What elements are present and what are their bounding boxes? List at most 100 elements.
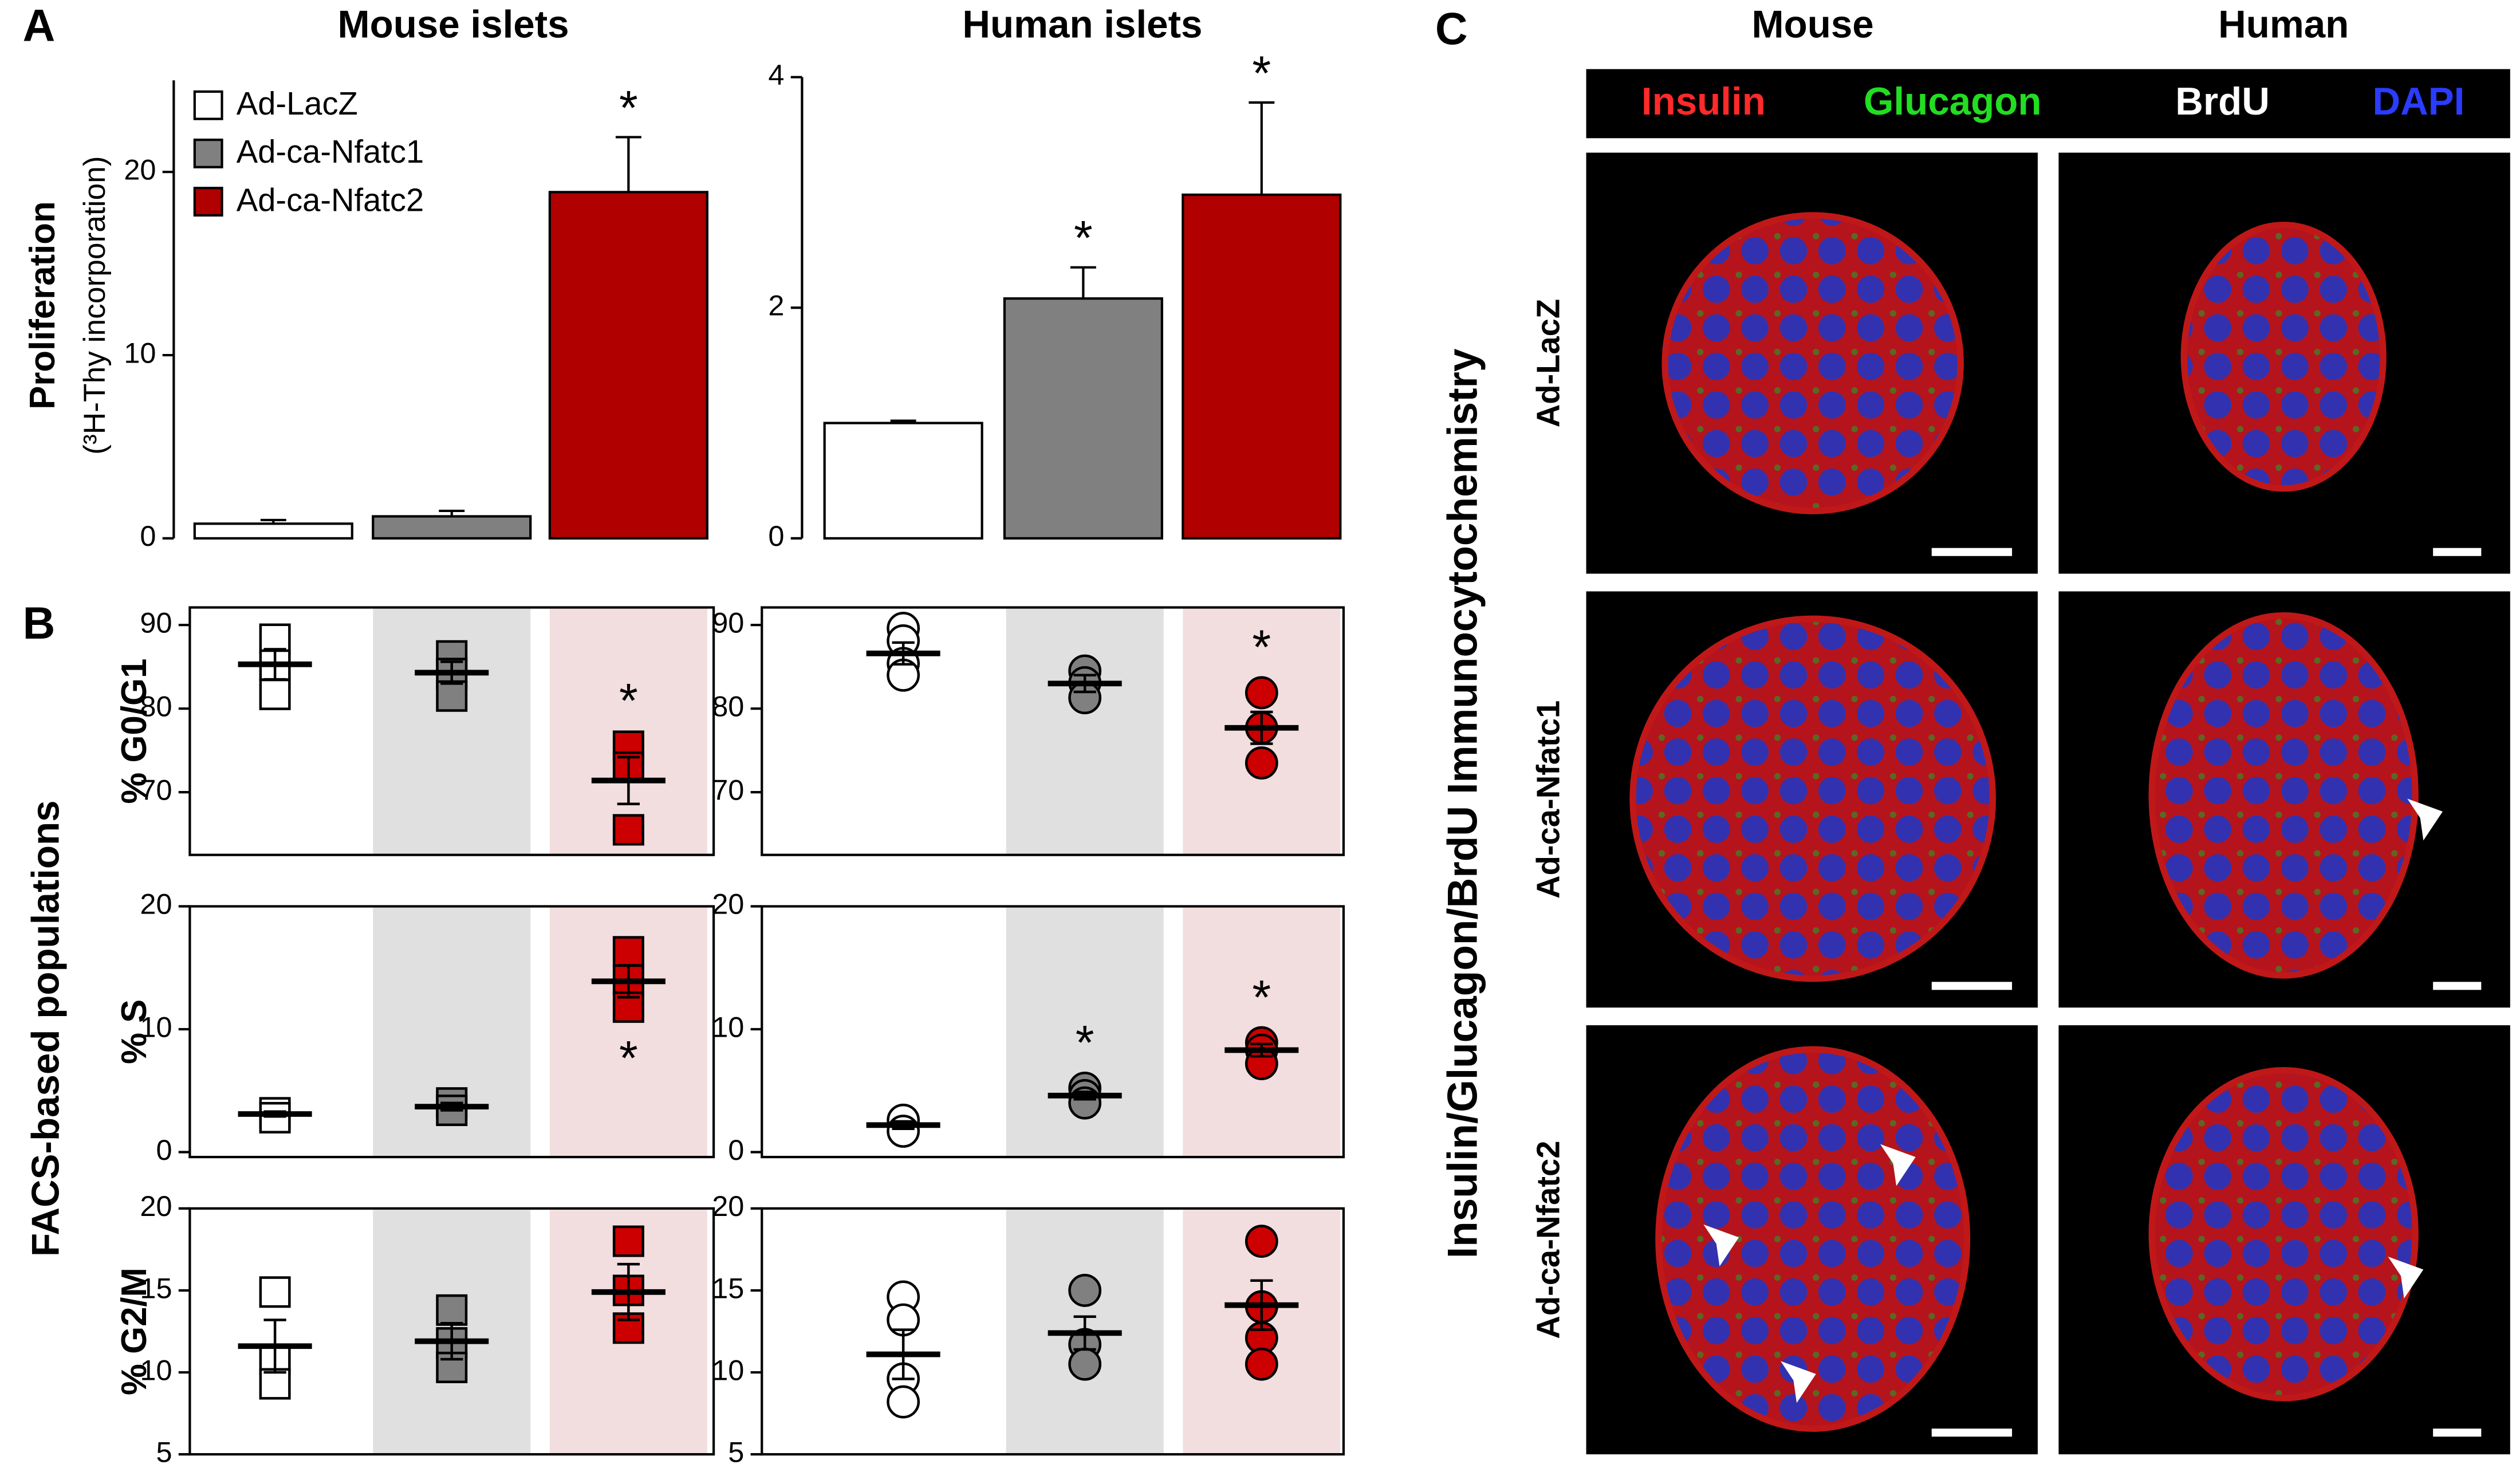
stain-label: Glucagon (1864, 80, 2041, 123)
point (259, 1276, 291, 1308)
islet (2148, 612, 2419, 979)
row-label: Ad-ca-Nfatc2 (1530, 1141, 1566, 1339)
y-tick-label: 5 (728, 1435, 744, 1468)
y-tick-label: 20 (712, 888, 744, 920)
y-tick-label: 10 (140, 1353, 172, 1386)
row-label: Ad-LacZ (1530, 299, 1566, 427)
y-axis-label: Proliferation (23, 201, 62, 410)
legend-label: Ad-ca-Nfatc2 (237, 182, 424, 218)
stain-label: BrdU (2175, 80, 2270, 123)
y-axis-sublabel: (³H-Thy incorporation) (78, 156, 112, 454)
point (436, 1294, 468, 1326)
y-tick-label: 10 (124, 336, 156, 369)
scale-bar (2433, 1428, 2482, 1437)
arrowhead (1703, 1224, 1739, 1266)
y-tick-label: 10 (712, 1353, 744, 1386)
scale-bar (2433, 548, 2482, 556)
scale-bar (1931, 548, 2013, 556)
significance-marker: * (1252, 620, 1271, 674)
point (1068, 1274, 1102, 1307)
plot-frame (761, 905, 1345, 1159)
point (612, 814, 644, 846)
bar (1182, 193, 1342, 540)
y-tick-label: 0 (768, 519, 784, 552)
arrowhead (2388, 1257, 2424, 1298)
y-tick-label: 10 (140, 1010, 172, 1043)
y-tick-label: 70 (140, 773, 172, 806)
y-tick-label: 15 (140, 1272, 172, 1304)
significance-marker: * (1252, 970, 1271, 1024)
islet (1661, 212, 1964, 514)
point (1068, 1347, 1102, 1381)
point (887, 1385, 920, 1419)
lane-shading (1006, 607, 1164, 855)
scale-bar (2433, 982, 2482, 990)
legend-swatch (193, 138, 223, 168)
point (1245, 1225, 1278, 1258)
scale-bar (1931, 982, 2013, 990)
islet (1629, 615, 1996, 982)
y-tick-label: 90 (140, 607, 172, 639)
point (259, 678, 291, 710)
bar (193, 522, 353, 540)
stain-bar (1586, 69, 2510, 139)
stain-label: DAPI (2372, 80, 2464, 123)
y-tick-label: 80 (140, 690, 172, 723)
bar (1003, 297, 1163, 540)
arrowhead (1781, 1361, 1816, 1403)
point (436, 680, 468, 712)
y-tick-label: 2 (768, 289, 784, 322)
panel-label: B (23, 598, 56, 648)
significance-marker: * (619, 1031, 638, 1085)
legend-label: Ad-ca-Nfatc1 (237, 133, 424, 170)
stain-label: Insulin (1641, 80, 1766, 123)
arrowhead (2407, 798, 2443, 841)
y-tick-label: 80 (712, 690, 744, 723)
point (1245, 746, 1278, 780)
column-header: Mouse (1752, 3, 1874, 46)
scale-bar (1931, 1428, 2013, 1437)
y-axis-label: % G2/M (115, 1268, 154, 1395)
arrowhead (1880, 1144, 1916, 1186)
y-axis-group-label: FACS-based populations (24, 800, 67, 1257)
y-tick-label: 0 (140, 519, 156, 552)
point (259, 1368, 291, 1400)
islet (2180, 222, 2387, 492)
bar (548, 191, 708, 540)
chart-title: Human islets (962, 3, 1202, 46)
y-tick-label: 4 (768, 58, 784, 91)
y-axis-label: % S (115, 999, 154, 1064)
y-tick-label: 0 (156, 1133, 172, 1166)
significance-marker: * (619, 674, 638, 727)
significance-marker: * (1074, 211, 1093, 265)
image-grid (1586, 152, 2510, 1455)
y-tick-label: 5 (156, 1435, 172, 1468)
y-tick-label: 20 (140, 1190, 172, 1222)
legend-swatch (193, 187, 223, 217)
panel-label: C (1435, 3, 1468, 54)
bar (823, 422, 983, 540)
y-tick-label: 70 (712, 773, 744, 806)
y-tick-label: 10 (712, 1010, 744, 1043)
islet (1655, 1046, 1971, 1432)
legend-swatch (193, 90, 223, 120)
significance-marker: * (1076, 1016, 1094, 1069)
plot-frame (188, 606, 715, 856)
plot-frame (761, 1207, 1345, 1456)
point (612, 936, 644, 968)
plot-frame (188, 905, 715, 1159)
significance-marker: * (1252, 46, 1271, 100)
side-label: Insulin/Glucagon/BrdU Immunocytochemistr… (1439, 348, 1486, 1258)
y-tick-label: 0 (728, 1133, 744, 1166)
point (612, 1225, 644, 1257)
y-tick-label: 15 (712, 1272, 744, 1304)
significance-marker: * (619, 81, 638, 135)
panel-label: A (23, 0, 56, 50)
bar (372, 515, 532, 540)
y-axis-label: % G0/G1 (115, 659, 154, 804)
y-tick-label: 20 (124, 154, 156, 186)
point (1245, 1347, 1278, 1381)
plot-frame (761, 606, 1345, 856)
